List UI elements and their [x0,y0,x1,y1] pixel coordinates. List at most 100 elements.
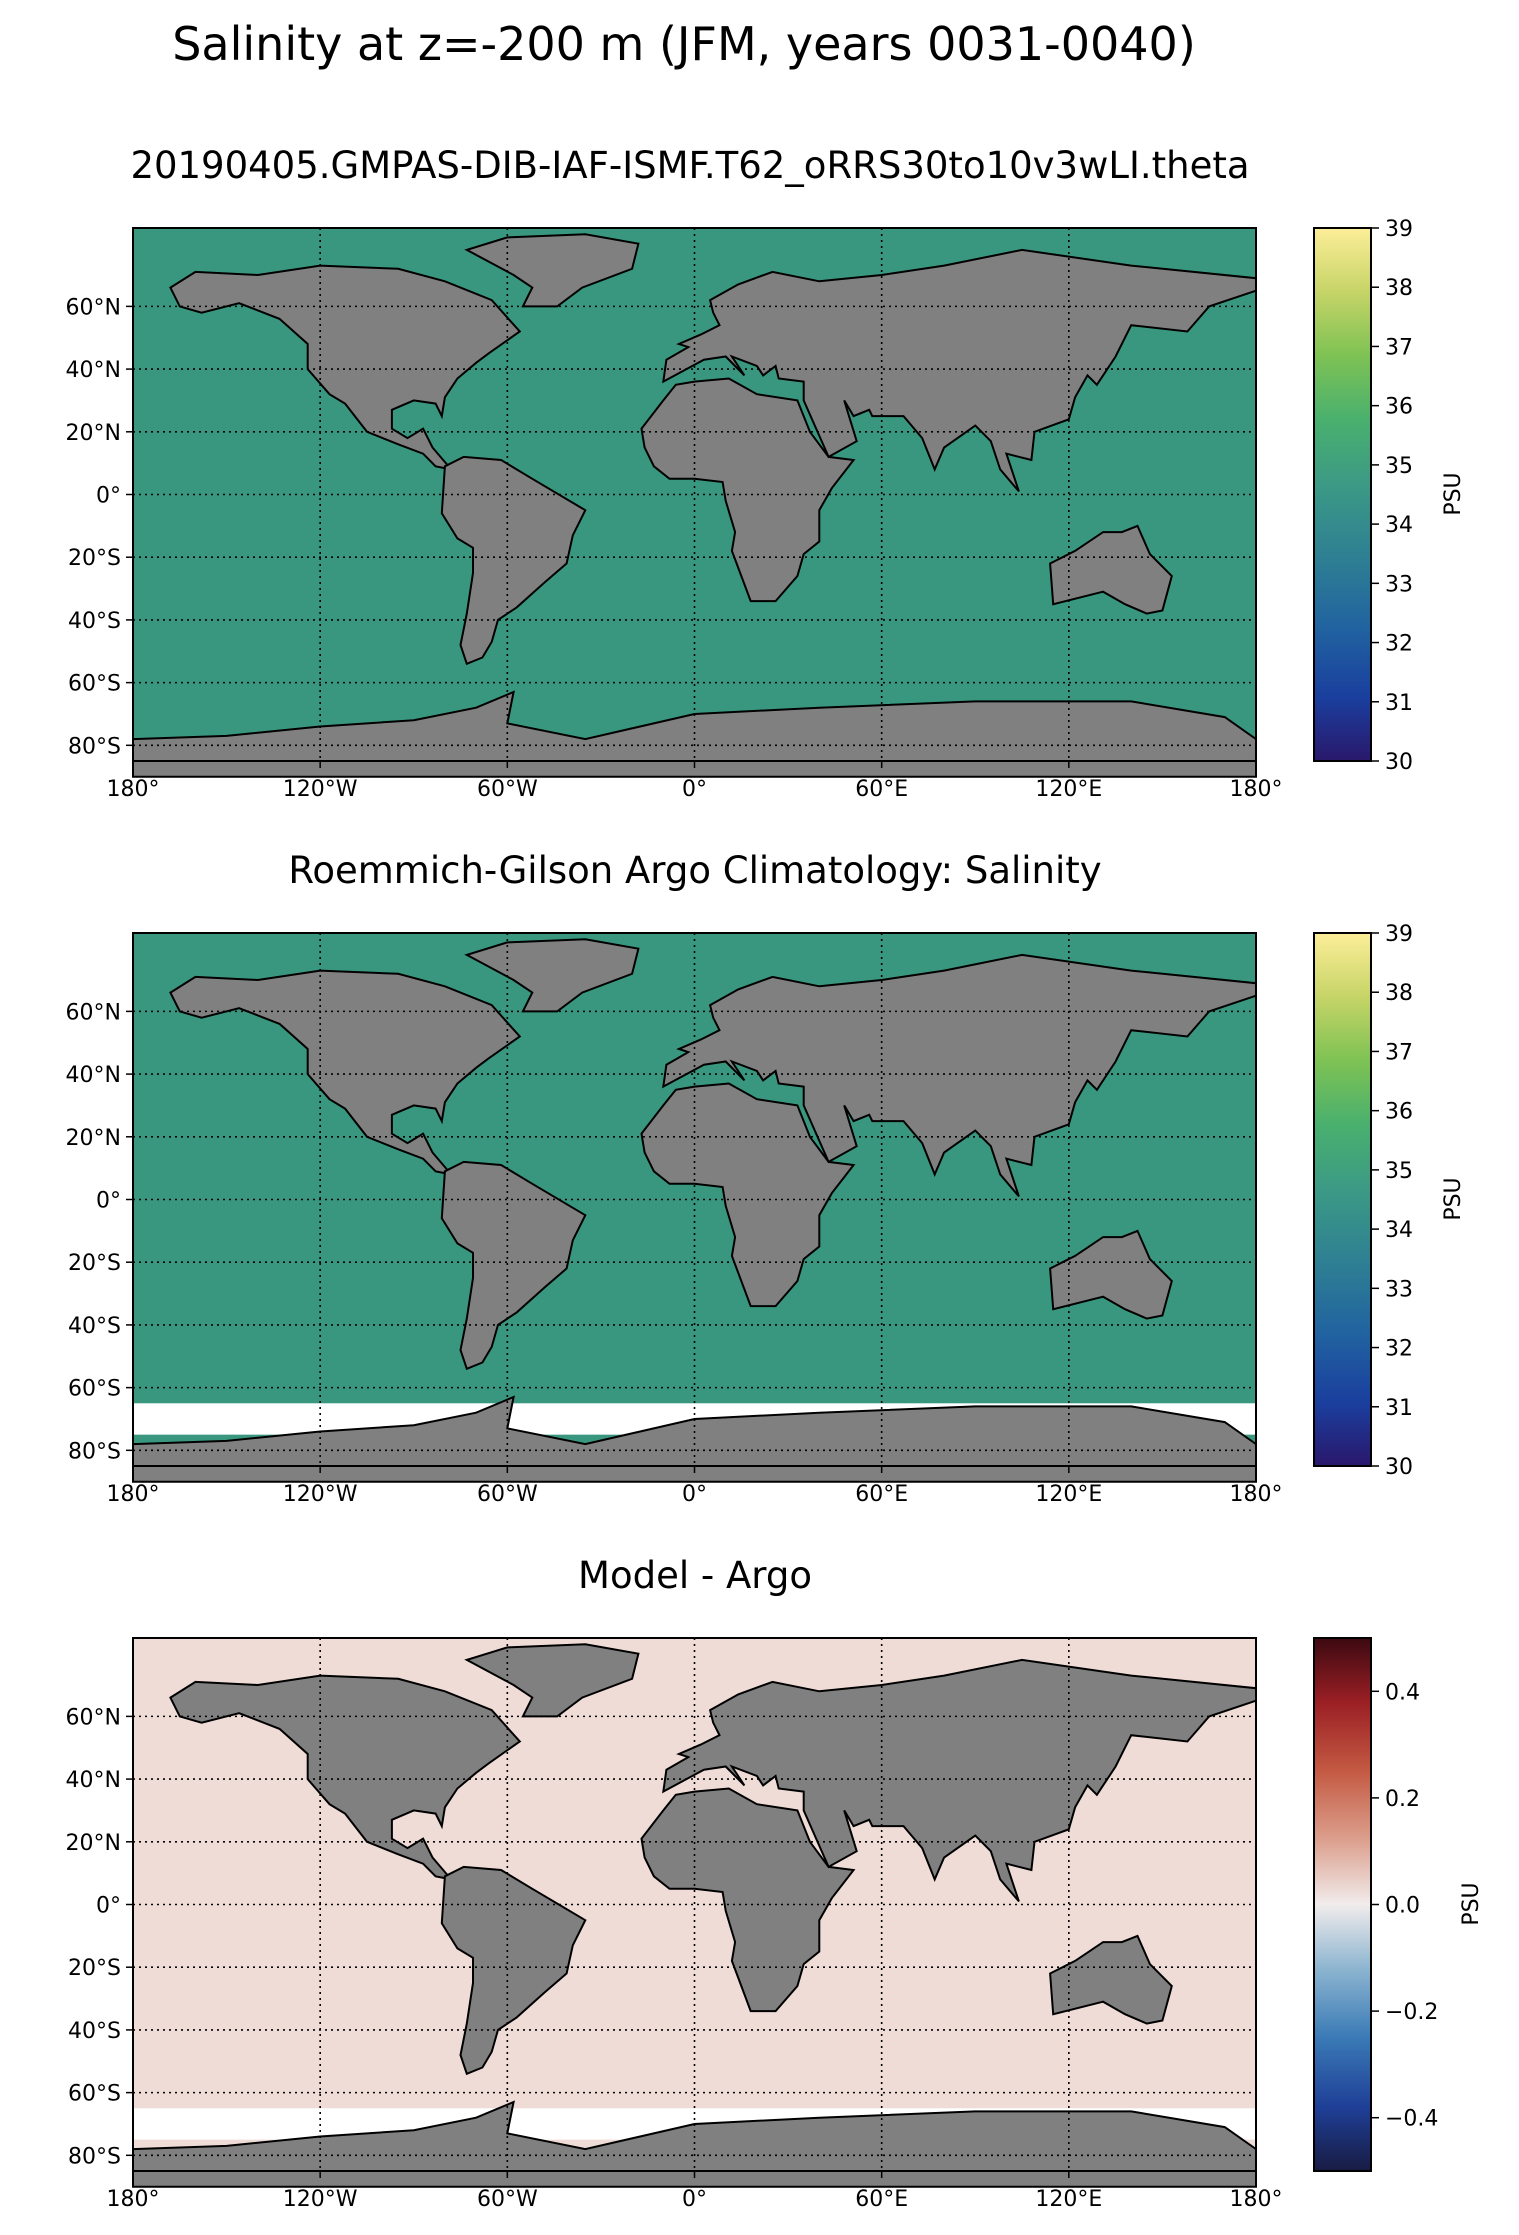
lat-tick-label: 20°S [68,1251,121,1276]
lat-tick-label: 60°N [66,295,121,320]
land-south-america [440,1160,587,1371]
colorbar-tick-label: 37 [1385,1040,1413,1065]
lon-tick-label: 180° [1230,777,1283,802]
colorbar: 30 31 32 33 34 35 36 37 38 39 PSU [1313,922,1466,1480]
colorbar-tick-label: 36 [1385,395,1413,420]
lon-tick-label: 60°E [855,777,908,802]
lon-tick-label: 0° [682,777,707,802]
colorbar-tick-label: 39 [1385,217,1413,242]
lat-tick-label: 60°S [68,672,121,697]
colorbar-tick-label: 35 [1385,454,1413,479]
colorbar-ticks: 30 31 32 33 34 35 36 37 38 39 [1371,217,1413,775]
lat-tick-label: 80°S [68,734,121,759]
lon-tick-label: 180° [107,2187,160,2212]
land-greenland [464,233,640,308]
colorbar-tick-label: 34 [1385,1218,1413,1243]
longitude-tick-labels: 180° 120°W 60°W 0° 60°E 120°E 180° [107,1466,1283,1507]
colorbar-tick-label: −0.2 [1385,2000,1438,2025]
colorbar-tick-label: 0.2 [1385,1787,1420,1812]
land-north-america [169,264,522,471]
colorbar-gradient [1313,227,1372,762]
land-greenland [464,938,640,1013]
land-australia [1049,1934,1173,2025]
colorbar-tick-label: 38 [1385,276,1413,301]
land-australia [1049,1229,1173,1320]
colorbar: −0.4 −0.2 0.0 0.2 0.4 PSU [1313,1637,1484,2172]
latitude-tick-labels: 60°N 40°N 20°N 0° 20°S 40°S 60°S 80°S [66,1705,133,2169]
panel-title: Model - Argo [578,1554,812,1597]
lon-tick-label: 180° [1230,1482,1283,1507]
land-layer [132,233,1257,778]
colorbar-tick-label: 38 [1385,981,1413,1006]
lon-tick-label: 60°E [855,2187,908,2212]
lat-tick-label: 40°N [66,358,121,383]
land-south-america [440,1865,587,2076]
lat-tick-label: 20°N [66,421,121,446]
panel-title: Roemmich-Gilson Argo Climatology: Salini… [288,849,1101,892]
lat-tick-label: 0° [96,484,121,509]
longitude-tick-labels: 180° 120°W 60°W 0° 60°E 120°E 180° [107,2171,1283,2212]
graticule [133,228,1256,761]
colorbar-gradient [1313,1637,1372,2172]
panel-model: 20190405.GMPAS-DIB-IAF-ISMF.T62_oRRS30to… [66,144,1466,802]
land-north-america [169,1674,522,1881]
lat-tick-label: 80°S [68,2144,121,2169]
colorbar-tick-label: −0.4 [1385,2107,1438,2132]
colorbar-tick-label: 34 [1385,513,1413,538]
colorbar-tick-label: 37 [1385,335,1413,360]
land-layer [132,938,1257,1483]
panel-title: 20190405.GMPAS-DIB-IAF-ISMF.T62_oRRS30to… [130,144,1249,187]
colorbar-tick-label: 36 [1385,1100,1413,1125]
colorbar-tick-label: 35 [1385,1159,1413,1184]
figure-suptitle: Salinity at z=-200 m (JFM, years 0031-00… [172,17,1196,71]
lon-tick-label: 60°W [477,1482,538,1507]
lat-tick-label: 20°N [66,1126,121,1151]
land-australia [1049,524,1173,615]
colorbar-tick-label: 32 [1385,1337,1413,1362]
colorbar-tick-label: 0.4 [1385,1680,1420,1705]
lat-tick-label: 40°S [68,2019,121,2044]
lat-tick-label: 60°N [66,1000,121,1025]
colorbar-tick-label: 33 [1385,1277,1413,1302]
lon-tick-label: 60°W [477,2187,538,2212]
lat-tick-label: 80°S [68,1439,121,1464]
lat-tick-label: 40°S [68,1314,121,1339]
lat-tick-label: 40°S [68,609,121,634]
graticule [133,933,1256,1466]
lat-tick-label: 0° [96,1894,121,1919]
colorbar-ticks: −0.4 −0.2 0.0 0.2 0.4 [1371,1680,1438,2132]
lon-tick-label: 0° [682,1482,707,1507]
land-eurasia [662,953,1257,1198]
colorbar-label: PSU [1441,1177,1466,1220]
lon-tick-label: 180° [107,777,160,802]
land-africa [640,1787,856,2013]
latitude-tick-labels: 60°N 40°N 20°N 0° 20°S 40°S 60°S 80°S [66,1000,133,1464]
lon-tick-label: 120°W [283,2187,358,2212]
land-north-america [169,969,522,1176]
lat-tick-label: 40°N [66,1768,121,1793]
land-greenland [464,1643,640,1718]
colorbar: 30 31 32 33 34 35 36 37 38 39 PSU [1313,217,1466,775]
lat-tick-label: 60°S [68,1377,121,1402]
panel-difference: Model - Argo 60°N 40°N 20°N 0° 20°S 40°S 60°S 8… [66,1554,1484,2212]
land-eurasia [662,248,1257,493]
lon-tick-label: 120°W [283,777,358,802]
lon-tick-label: 120°W [283,1482,358,1507]
land-africa [640,377,856,603]
colorbar-tick-label: 0.0 [1385,1894,1420,1919]
lat-tick-label: 20°N [66,1831,121,1856]
lon-tick-label: 0° [682,2187,707,2212]
colorbar-label: PSU [1441,472,1466,515]
colorbar-tick-label: 32 [1385,632,1413,657]
lon-tick-label: 120°E [1035,1482,1102,1507]
lat-tick-label: 20°S [68,546,121,571]
land-south-america [440,455,587,666]
colorbar-tick-label: 33 [1385,572,1413,597]
lon-tick-label: 60°E [855,1482,908,1507]
land-africa [640,1082,856,1308]
lon-tick-label: 180° [107,1482,160,1507]
colorbar-gradient [1313,932,1372,1467]
latitude-tick-labels: 60°N 40°N 20°N 0° 20°S 40°S 60°S 80°S [66,295,133,759]
lon-tick-label: 120°E [1035,2187,1102,2212]
